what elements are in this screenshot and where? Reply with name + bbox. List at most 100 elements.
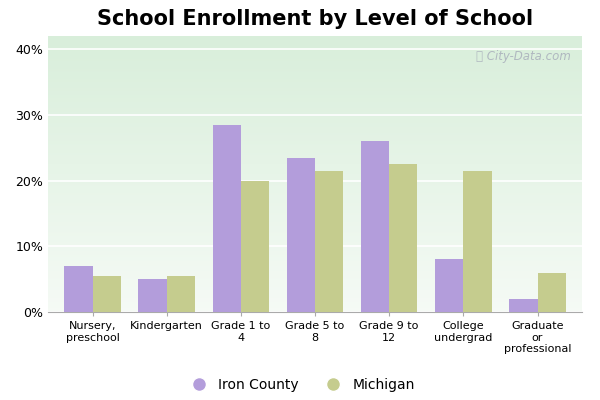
Bar [48,248,582,250]
Bar [48,144,582,145]
Title: School Enrollment by Level of School: School Enrollment by Level of School [97,9,533,29]
Bar [48,182,582,184]
Bar [48,46,582,47]
Bar [48,200,582,202]
Bar [48,73,582,75]
Bar [48,37,582,39]
Bar [48,105,582,106]
Bar [48,110,582,112]
Bar [48,40,582,42]
Bar [48,88,582,90]
Bar [48,130,582,131]
Bar [48,238,582,239]
Bar [48,102,582,104]
Bar [48,58,582,60]
Bar [48,173,582,174]
Bar [48,265,582,266]
Bar [48,266,582,268]
Bar [48,268,582,269]
Bar [48,68,582,69]
Bar [48,222,582,224]
Bar [48,177,582,178]
Bar [48,122,582,123]
Bar [139,279,167,312]
Bar [48,52,582,54]
Bar [48,257,582,258]
Bar [48,62,582,64]
Bar [48,178,582,180]
Bar [48,149,582,150]
Bar [48,55,582,57]
Bar [48,75,582,76]
Bar [241,180,269,312]
Bar [48,109,582,110]
Bar [48,228,582,229]
Bar [509,299,538,312]
Bar [48,186,582,188]
Bar [48,131,582,133]
Bar [48,193,582,195]
Bar [48,250,582,251]
Bar [48,206,582,207]
Bar [48,279,582,280]
Bar [48,306,582,308]
Bar [48,271,582,272]
Bar [48,290,582,291]
Bar [48,293,582,294]
Bar [48,90,582,91]
Bar [48,261,582,262]
Bar [48,39,582,40]
Bar [48,47,582,48]
Bar [48,296,582,297]
Bar [48,239,582,240]
Bar [48,42,582,43]
Bar [48,181,582,182]
Bar [48,243,582,244]
Bar [48,175,582,177]
Bar [48,61,582,62]
Bar [48,118,582,119]
Bar [48,116,582,118]
Bar [48,198,582,199]
Bar [48,180,582,181]
Bar [48,309,582,311]
Bar [48,211,582,213]
Bar [48,192,582,193]
Bar [48,253,582,254]
Bar [48,72,582,73]
Bar [48,134,582,135]
Bar [48,95,582,97]
Bar [48,174,582,175]
Bar [48,148,582,149]
Bar [48,308,582,309]
Bar [48,108,582,109]
Bar [48,247,582,248]
Bar [48,164,582,166]
Bar [48,264,582,265]
Bar [48,275,582,276]
Bar [48,236,582,238]
Bar [48,230,582,232]
Bar [48,152,582,153]
Bar [48,48,582,50]
Bar [48,142,582,144]
Bar [48,140,582,141]
Bar [435,260,463,312]
Bar [48,190,582,192]
Bar [48,282,582,283]
Bar [48,258,582,260]
Bar [48,225,582,226]
Bar [48,288,582,290]
Bar [48,44,582,46]
Bar [48,278,582,279]
Bar [48,133,582,134]
Bar [48,101,582,102]
Bar [48,224,582,225]
Bar [48,60,582,61]
Bar [48,160,582,162]
Bar [48,91,582,92]
Bar [389,164,418,312]
Bar [48,297,582,298]
Bar [48,220,582,221]
Bar [48,57,582,58]
